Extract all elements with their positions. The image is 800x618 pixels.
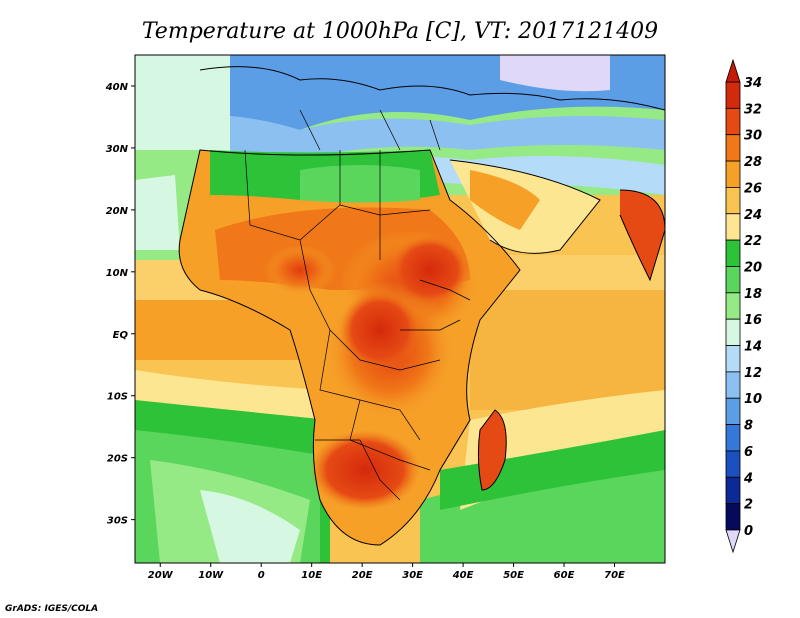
y-tick-label: 20S <box>107 454 128 465</box>
colorbar-swatch <box>725 160 741 188</box>
colorbar-label: 0 <box>744 524 753 539</box>
colorbar-label: 4 <box>743 471 753 486</box>
map-plot-area <box>135 55 665 563</box>
colorbar-bottom-triangle <box>725 529 741 554</box>
colorbar-swatch <box>725 266 741 294</box>
colorbar-swatch <box>725 397 741 425</box>
colorbar-swatch <box>725 134 741 162</box>
colorbar-swatch <box>725 318 741 346</box>
x-tick-label: 60E <box>554 570 575 581</box>
colorbar-swatch <box>725 371 741 399</box>
y-tick-label: 20N <box>106 206 129 217</box>
x-axis-ticks: 20W 10W 0 10E 20E 30E 40E 50E 60E 70E <box>148 563 625 581</box>
colorbar-label: 30 <box>744 129 762 144</box>
colorbar-label: 10 <box>744 392 762 407</box>
x-tick-label: 50E <box>503 570 524 581</box>
x-tick-label: 20W <box>148 570 174 581</box>
x-tick-label: 40E <box>452 570 474 581</box>
map-title: Temperature at 1000hPa [C], VT: 20171214… <box>142 19 658 44</box>
y-axis-ticks: 40N 30N 20N 10N EQ 10S 20S 30S <box>105 82 135 527</box>
colorbar-swatch <box>725 345 741 373</box>
x-tick-label: 10W <box>198 570 224 581</box>
x-tick-label: 20E <box>352 570 373 581</box>
colorbar-label: 12 <box>744 366 762 381</box>
colorbar-label: 32 <box>744 102 762 117</box>
x-tick-label: 30E <box>402 570 423 581</box>
colorbar-label: 2 <box>744 498 753 513</box>
y-tick-label: EQ <box>113 330 129 341</box>
colorbar-label: 16 <box>744 313 762 328</box>
colorbar-label: 22 <box>744 234 762 249</box>
y-tick-label: 10N <box>106 268 129 279</box>
x-tick-label: 10E <box>301 570 322 581</box>
colorbar-top-triangle <box>725 58 741 83</box>
colorbar-swatch <box>725 107 741 136</box>
y-tick-label: 30N <box>106 144 129 155</box>
colorbar-label: 20 <box>744 260 762 275</box>
colorbar-swatch <box>725 476 741 505</box>
credit-text: GrADS: IGES/COLA <box>5 604 98 614</box>
colorbar-label: 26 <box>744 181 762 196</box>
colorbar-label: 34 <box>744 76 762 91</box>
map-frame <box>134 54 666 564</box>
colorbar-swatch <box>725 424 741 452</box>
colorbar-label: 18 <box>744 287 762 302</box>
colorbar-swatch <box>725 239 741 267</box>
colorbar-swatch <box>725 187 741 215</box>
colorbar-swatch <box>725 450 741 478</box>
y-tick-label: 30S <box>107 516 128 527</box>
y-tick-label: 10S <box>107 392 128 403</box>
colorbar-label: 24 <box>744 208 762 223</box>
colorbar-label: 14 <box>744 340 762 355</box>
x-tick-label: 0 <box>258 570 265 581</box>
colorbar-swatch <box>725 213 741 241</box>
colorbar-label: 28 <box>744 155 762 170</box>
colorbar-swatch <box>725 292 741 320</box>
colorbar-label: 8 <box>744 419 753 434</box>
colorbar-label: 6 <box>744 445 753 460</box>
x-tick-label: 70E <box>604 570 625 581</box>
colorbar-swatch <box>725 503 741 531</box>
colorbar-swatch <box>725 81 741 109</box>
y-tick-label: 40N <box>105 82 129 93</box>
